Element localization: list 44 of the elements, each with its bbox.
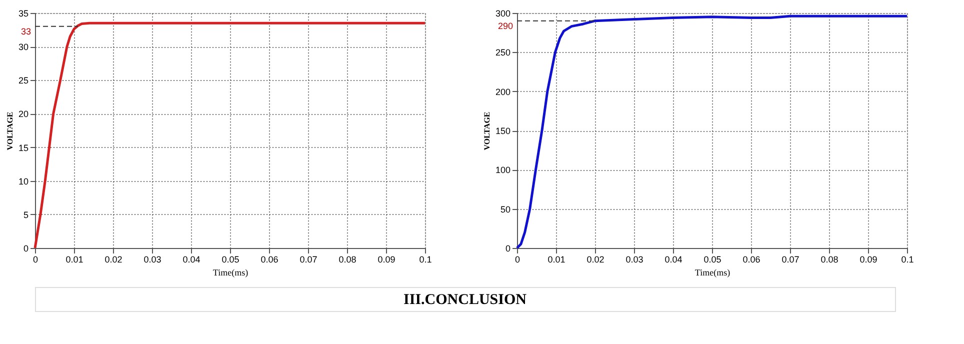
y-tick-label: 250 — [495, 48, 510, 58]
x-tick-label: 0.01 — [66, 254, 84, 264]
x-tick-label: 0.01 — [548, 254, 566, 264]
x-tick-label: 0.09 — [860, 254, 878, 264]
x-tick-label: 0.1 — [419, 254, 432, 264]
x-tick-label: 0.03 — [626, 254, 644, 264]
x-tick-label: 0.06 — [742, 254, 760, 264]
x-axis-title: Time(ms) — [212, 268, 248, 278]
x-tick-label: 0.04 — [664, 254, 682, 264]
y-tick-label: 150 — [495, 126, 510, 136]
x-tick-label: 0.05 — [704, 254, 722, 264]
y-tick-label: 0 — [505, 244, 510, 254]
y-tick-label: 10 — [18, 176, 28, 186]
x-tick-label: 0 — [32, 254, 38, 264]
x-tick-label: 0.07 — [782, 254, 800, 264]
y-axis-title: VOLTAGE — [5, 112, 14, 150]
x-axis-title: Time(ms) — [694, 268, 730, 278]
x-tick-label: 0.05 — [222, 254, 240, 264]
x-tick-label: 0.07 — [300, 254, 318, 264]
y-tick-label: 300 — [495, 8, 510, 18]
x-tick-label: 0.03 — [144, 254, 162, 264]
y-tick-label: 50 — [500, 204, 510, 214]
y-tick-label: 15 — [18, 142, 28, 153]
y-tick-label: 200 — [495, 86, 510, 97]
y-tick-label: 100 — [495, 165, 510, 176]
y-tick-label: 5 — [23, 210, 28, 220]
x-tick-label: 0.1 — [901, 254, 914, 264]
x-tick-label: 0.04 — [182, 254, 200, 264]
x-tick-label: 0.08 — [338, 254, 356, 264]
y-tick-label: 0 — [23, 244, 28, 254]
y-tick-label: 20 — [18, 109, 28, 120]
y-axis-title: VOLTAGE — [482, 112, 492, 150]
text: III.CONCLUSION — [404, 292, 527, 308]
y-tick-label: 25 — [18, 76, 28, 86]
x-tick-label: 0.02 — [104, 254, 122, 264]
x-tick-label: 0 — [514, 254, 520, 264]
x-tick-label: 0.08 — [820, 254, 838, 264]
x-tick-label: 0.06 — [260, 254, 278, 264]
x-tick-label: 0.09 — [378, 254, 396, 264]
x-tick-label: 0.02 — [586, 254, 604, 264]
ref-line-label: 33 — [20, 26, 31, 36]
ref-line-label: 290 — [498, 20, 513, 31]
y-tick-label: 35 — [18, 8, 28, 18]
y-tick-label: 30 — [18, 42, 28, 52]
